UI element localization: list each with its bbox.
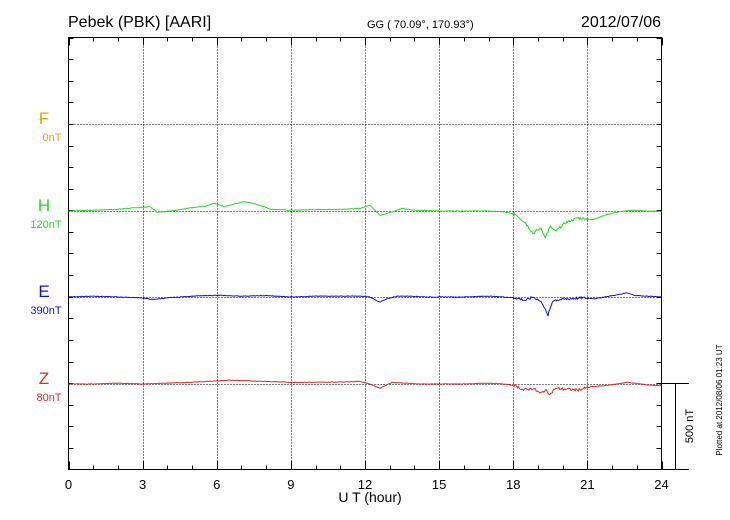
x-tick-labels: 0 3 6 9 12 15 18 21 24: [65, 477, 669, 492]
x-tick-label-24: 24: [654, 477, 668, 492]
series-offset-e: 390nT: [30, 305, 61, 317]
coordinates-label: GG ( 70.09°, 170.93°): [367, 19, 474, 31]
x-axis-title: U T (hour): [338, 489, 401, 505]
trace-z: [68, 379, 662, 396]
series-label-h: H: [38, 196, 50, 215]
date-label: 2012/07/06: [581, 14, 661, 31]
x-tick-label-15: 15: [432, 477, 446, 492]
station-title: Pebek (PBK) [AARI]: [68, 14, 211, 31]
grid-lines: [68, 37, 662, 470]
plotted-timestamp: Plotted at 2012/08/06 01:23 UT: [715, 344, 724, 455]
series-label-e: E: [38, 282, 49, 301]
series-offset-h: 120nT: [30, 219, 61, 231]
scale-bar: 500 nT: [662, 383, 696, 470]
x-tick-label-3: 3: [139, 477, 146, 492]
traces: [68, 201, 662, 396]
series-label-f: F: [39, 109, 49, 128]
series-label-z: Z: [39, 369, 49, 388]
series-offset-z: 80nT: [36, 392, 61, 404]
x-tick-label-12: 12: [358, 477, 372, 492]
trace-e: [68, 292, 662, 317]
trace-h: [68, 201, 662, 239]
x-tick-label-18: 18: [506, 477, 520, 492]
series-offset-f: 0nT: [43, 132, 62, 144]
x-tick-label-6: 6: [213, 477, 220, 492]
x-tick-label-21: 21: [580, 477, 594, 492]
x-tick-label-9: 9: [287, 477, 294, 492]
scale-bar-label: 500 nT: [684, 409, 696, 444]
x-tick-label-0: 0: [65, 477, 72, 492]
